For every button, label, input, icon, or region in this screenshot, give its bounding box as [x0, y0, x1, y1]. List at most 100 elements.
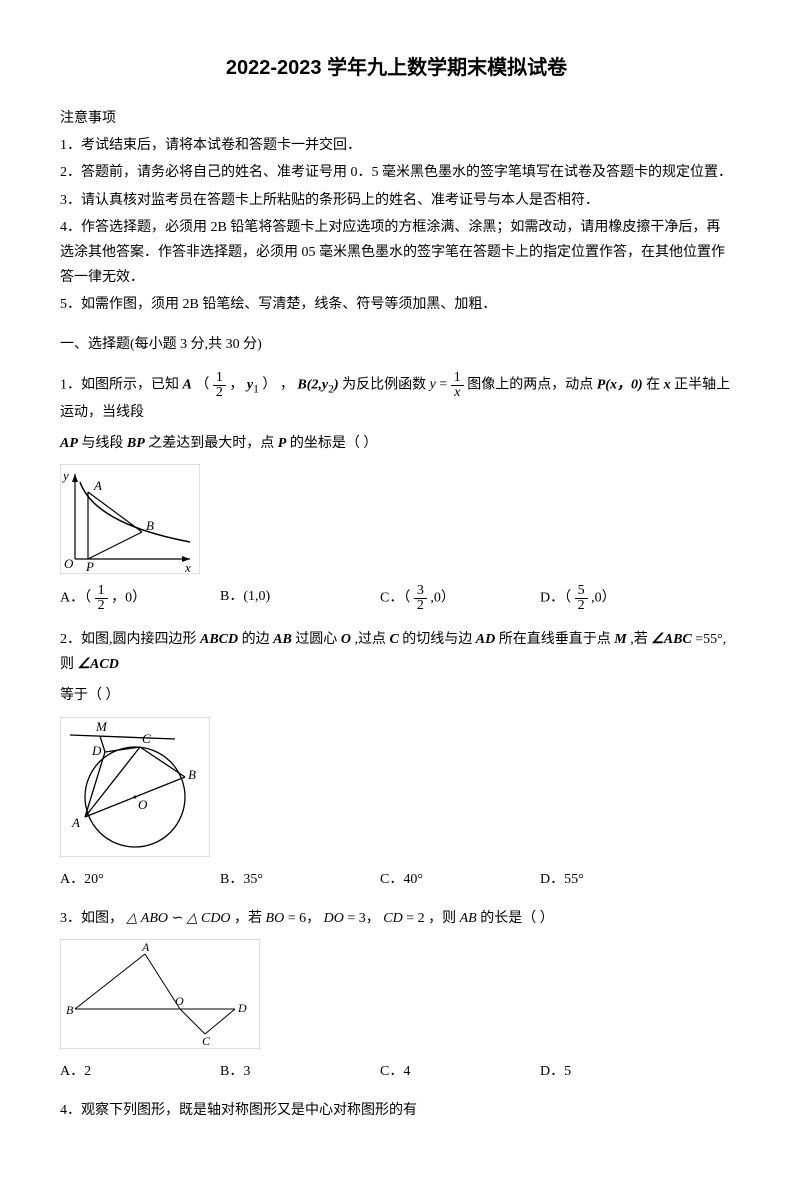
frac-half-1: 1 2 — [213, 371, 226, 400]
question-2: 2．如图,圆内接四边形 ABCD 的边 AB 过圆心 O ,过点 C 的切线与边… — [60, 627, 733, 677]
q2-optA: A．20° — [60, 867, 220, 892]
q2-ang: ∠ABC — [651, 632, 692, 647]
q1-aend: ） — [262, 377, 276, 392]
q1-acomma: ， — [229, 377, 243, 392]
frac-den-1x: x — [451, 386, 464, 400]
question-4: 4．观察下列图形，既是轴对称图形又是中心对称图形的有 — [60, 1098, 733, 1123]
n: 1 — [95, 584, 108, 599]
question-3: 3．如图， △ ABO ∽ △ CDO ，若 BO = 6， DO = 3， C… — [60, 906, 733, 931]
q2-t3: 过圆心 — [295, 632, 341, 647]
svg-text:A: A — [141, 940, 150, 954]
q3-t6: 的长是（ ） — [480, 911, 554, 926]
q1-P: P(x，0) — [597, 377, 643, 392]
q1-optC-post: ,0） — [430, 591, 455, 606]
q1-eq: y = 1 x — [430, 377, 468, 392]
d: 2 — [414, 599, 427, 613]
frac-den: 2 — [213, 386, 226, 400]
svg-text:O: O — [64, 556, 74, 571]
frac-num: 1 — [213, 371, 226, 386]
q2-ab: AB — [273, 632, 292, 647]
question-2-line2: 等于（ ） — [60, 683, 733, 708]
q1-l2post: 之差达到最大时，点 — [148, 436, 278, 451]
frac-den-x: x — [454, 385, 460, 400]
q2-t4: ,过点 — [354, 632, 389, 647]
q1-optA-pre: A．（ — [60, 591, 91, 606]
q1-post1: 在 — [646, 377, 664, 392]
q3-tri2: △ CDO — [187, 911, 231, 926]
q2-optD: D．55° — [540, 867, 700, 892]
q2-ang2: ∠ACD — [78, 657, 119, 672]
q1-optC: C．（ 3 2 ,0） — [380, 584, 540, 613]
svg-text:D: D — [91, 743, 102, 758]
q1-BP: BP — [127, 436, 145, 451]
q2-ad: AD — [476, 632, 495, 647]
q3-optB: B．3 — [220, 1059, 380, 1084]
q1-optA: A．（ 1 2 ，0） — [60, 584, 220, 613]
note-5: 5．如需作图，须用 2B 铅笔绘、写清楚，线条、符号等须加黑、加粗． — [60, 292, 733, 317]
q3-ab: AB — [460, 911, 477, 926]
svg-text:A: A — [71, 815, 80, 830]
n: 5 — [575, 584, 588, 599]
q1-bend: ) — [334, 377, 339, 392]
q1-optA-post: ，0） — [111, 591, 146, 606]
q1-optD: D．（ 5 2 ,0） — [540, 584, 700, 613]
svg-text:x: x — [184, 560, 191, 574]
q1-pre: 1．如图所示，已知 — [60, 377, 183, 392]
q2-t7: ,若 — [630, 632, 651, 647]
q2-t5: 的切线与边 — [402, 632, 476, 647]
notes-heading: 注意事项 — [60, 106, 733, 131]
q3-t1: 3．如图， — [60, 911, 123, 926]
frac-3-2: 3 2 — [414, 584, 427, 613]
q3-sim: ∽ — [171, 911, 186, 926]
q3-optC: C．4 — [380, 1059, 540, 1084]
frac-1-x: 1 x — [451, 371, 464, 400]
q2-t1: 2．如图,圆内接四边形 — [60, 632, 200, 647]
frac-half-a: 1 2 — [95, 584, 108, 613]
svg-text:O: O — [175, 994, 184, 1008]
q3-optA: A．2 — [60, 1059, 220, 1084]
note-2: 2．答题前，请务必将自己的姓名、准考证号用 0．5 毫米黑色墨水的签字笔填写在试… — [60, 160, 733, 185]
svg-text:B: B — [188, 767, 196, 782]
question-1-line2: AP 与线段 BP 之差达到最大时，点 P 的坐标是（ ） — [60, 431, 733, 456]
q2-t2: 的边 — [242, 632, 274, 647]
q3-optD: D．5 — [540, 1059, 700, 1084]
q1-optD-pre: D．（ — [540, 591, 571, 606]
svg-text:P: P — [85, 559, 94, 574]
q3-t4: = 3， — [347, 911, 379, 926]
svg-text:D: D — [237, 1001, 247, 1015]
frac-num-1x: 1 — [451, 371, 464, 386]
q1-comma: ， — [280, 377, 294, 392]
svg-text:O: O — [138, 797, 148, 812]
q2-m: M — [614, 632, 626, 647]
svg-text:M: M — [95, 719, 108, 734]
q1-x: x — [664, 377, 671, 392]
note-3: 3．请认真核对监考员在答题卡上所粘贴的条形码上的姓名、准考证号与本人是否相符． — [60, 188, 733, 213]
q1-optD-post: ,0） — [591, 591, 616, 606]
q3-tri1: △ ABO — [127, 911, 168, 926]
q2-figure: M C D A O B — [60, 717, 733, 857]
svg-text:y: y — [61, 468, 69, 483]
svg-text:C: C — [202, 1034, 211, 1048]
q1-figure: A B O P x y — [60, 464, 733, 574]
q1-l2end: 的坐标是（ ） — [290, 436, 378, 451]
q1-pP: P — [278, 436, 287, 451]
svg-text:A: A — [93, 478, 102, 493]
q1-AP: AP — [60, 436, 78, 451]
q2-c: C — [389, 632, 398, 647]
eq-equals: = — [436, 377, 451, 392]
q1-aopen: （ — [195, 377, 209, 392]
q2-abcd: ABCD — [200, 632, 238, 647]
q3-t2: ，若 — [234, 911, 266, 926]
q1-post: 图像上的两点，动点 — [467, 377, 597, 392]
svg-text:B: B — [146, 518, 154, 533]
q1-y1-sub: 1 — [253, 382, 259, 395]
q3-cd: CD — [383, 911, 402, 926]
q1-mid: 为反比例函数 — [342, 377, 430, 392]
q3-t3: = 6， — [288, 911, 320, 926]
q1-l2mid: 与线段 — [81, 436, 127, 451]
q2-optB: B．35° — [220, 867, 380, 892]
q3-do: DO — [324, 911, 344, 926]
n: 3 — [414, 584, 427, 599]
note-1: 1．考试结束后，请将本试卷和答题卡一并交回． — [60, 133, 733, 158]
q1-A: A — [183, 377, 192, 392]
